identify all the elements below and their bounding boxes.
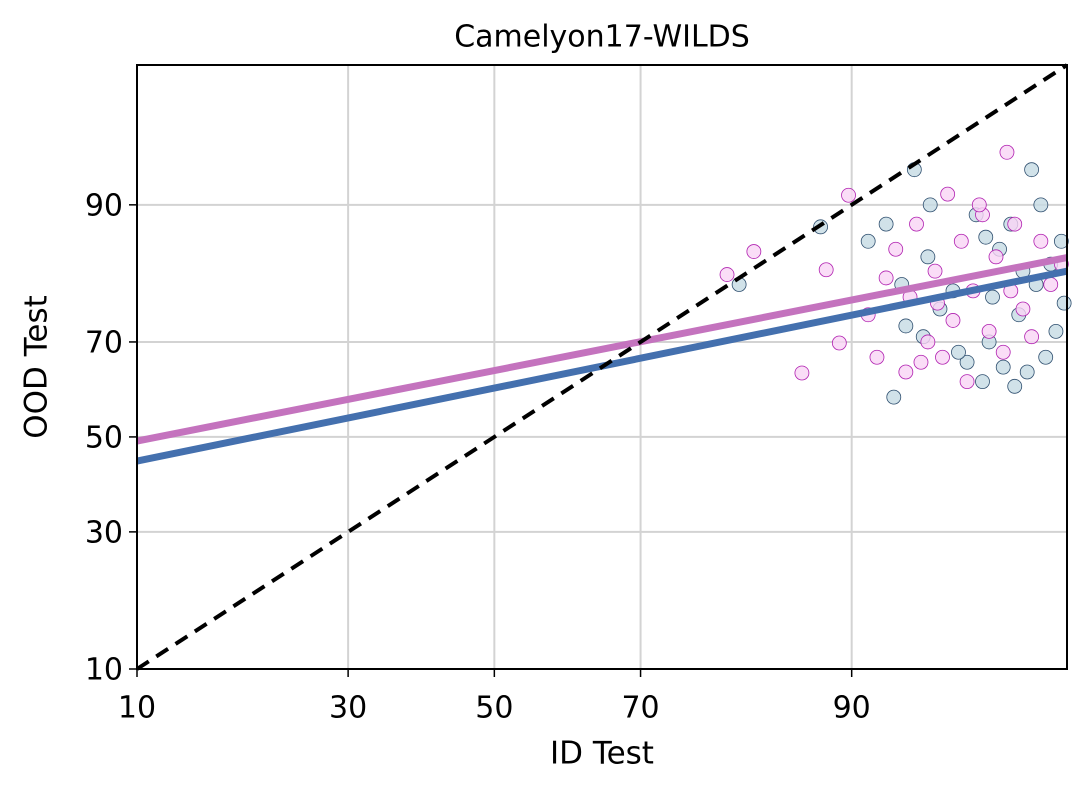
point [995,344,1011,360]
point [831,335,847,351]
point [746,244,762,259]
y-tick-label: 50 [85,420,123,455]
point [1053,233,1069,249]
x-tick-label: 50 [475,691,513,726]
point [935,349,950,365]
point [886,389,902,405]
point [1015,301,1031,317]
point [1048,323,1064,339]
point [922,197,938,213]
point [1019,364,1035,380]
point [913,354,929,370]
point [1024,329,1040,345]
point [888,241,904,257]
point [869,349,885,365]
x-tick-label: 70 [621,691,659,726]
point [978,229,994,245]
point [860,233,876,249]
y-tick-label: 90 [85,188,123,223]
y-tick-label: 70 [85,325,123,360]
point [920,249,936,265]
point [1007,378,1023,394]
point [999,144,1015,160]
x-tick-label: 10 [118,691,156,726]
point [878,216,894,232]
point [898,318,914,334]
point [985,289,1000,305]
point [971,197,987,213]
point [940,186,956,202]
point [927,263,943,279]
point [909,216,924,232]
y-tick-label: 10 [85,653,123,688]
point [953,233,969,249]
point [995,359,1011,375]
point [1033,233,1049,249]
x-tick-label: 90 [833,691,871,726]
x-axis-label: ID Test [550,736,654,772]
point [1056,295,1072,311]
point [1038,349,1054,365]
point [959,374,975,389]
point [975,374,990,389]
plot-frame [136,64,1068,670]
point [951,344,966,360]
point [920,334,936,350]
fit-line [136,254,1068,445]
point [719,267,735,282]
point [945,313,961,328]
y-tick-label: 30 [85,515,123,550]
diagonal-line [135,63,1069,671]
point [1043,277,1059,292]
chart-title: Camelyon17-WILDS [454,20,750,55]
point [1033,197,1049,213]
point [1007,216,1023,232]
point [959,354,975,370]
point [818,262,834,278]
point [878,270,894,286]
point [981,323,997,339]
point [898,364,914,380]
point [794,365,810,381]
point [988,249,1004,265]
point [841,187,856,203]
y-axis-label: OOD Test [19,295,55,439]
x-tick-label: 30 [329,691,367,726]
point [1024,162,1040,178]
